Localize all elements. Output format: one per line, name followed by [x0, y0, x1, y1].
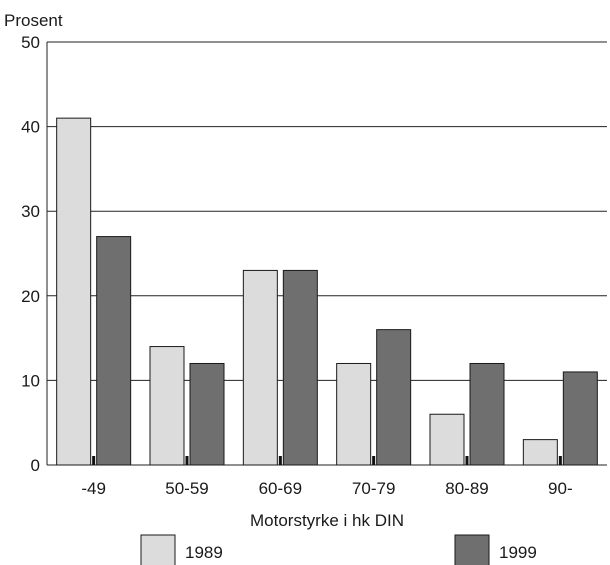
bar-1989-70-79: [336, 362, 372, 466]
y-tick-label: 10: [21, 371, 40, 390]
axis-ticks: 0 10 20 30 40 50 -49 50-59 60-69 70-79 80-89 90-: [21, 33, 573, 498]
bar-1989--49: [56, 117, 92, 466]
legend-swatch-1999: [454, 534, 490, 565]
legend-label-1999: 1999: [499, 543, 537, 562]
x-axis-label: Motorstyrke i hk DIN: [250, 511, 404, 530]
bar-1989-90-: [522, 439, 558, 466]
x-tick-label: 50-59: [165, 479, 208, 498]
x-tick-mark: [558, 456, 562, 465]
bar-1989-50-59: [149, 346, 185, 466]
y-tick-label: 40: [21, 118, 40, 137]
bar-1999-50-59: [189, 362, 225, 466]
x-tick-mark: [185, 456, 189, 465]
gridlines: [46, 41, 607, 466]
x-tick-label: -49: [81, 479, 106, 498]
y-tick-label: 50: [21, 33, 40, 52]
bar-1999-90-: [562, 371, 598, 466]
x-tick-mark: [92, 456, 96, 465]
x-tick-label: 70-79: [352, 479, 395, 498]
y-tick-label: 30: [21, 202, 40, 221]
legend-swatch-1989: [140, 534, 176, 565]
x-tick-label: 80-89: [445, 479, 488, 498]
legend: 1989 1999: [140, 534, 537, 565]
bar-1999-60-69: [282, 269, 318, 466]
y-tick-label: 0: [31, 456, 40, 475]
bar-1999-70-79: [376, 329, 412, 466]
x-tick-label: 60-69: [259, 479, 302, 498]
y-axis-label: Prosent: [4, 11, 63, 30]
bars: [56, 117, 598, 466]
bar-1999--49: [96, 236, 132, 466]
legend-label-1989: 1989: [185, 543, 223, 562]
x-tick-mark: [372, 456, 376, 465]
x-tick-mark: [278, 456, 282, 465]
bar-1989-80-89: [429, 413, 465, 466]
bar-1999-80-89: [469, 362, 505, 466]
y-tick-label: 20: [21, 287, 40, 306]
x-tick-label: 90-: [548, 479, 573, 498]
bar-1989-60-69: [242, 269, 278, 466]
x-tick-mark: [465, 456, 469, 465]
